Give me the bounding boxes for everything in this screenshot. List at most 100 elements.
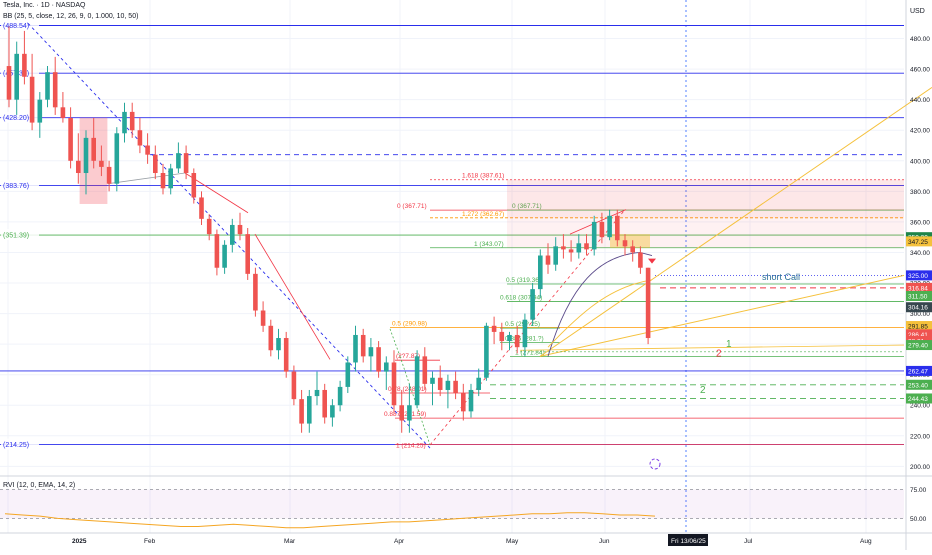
price-tick-label: 480.00 (910, 36, 930, 43)
annotation-marker: 2 (700, 385, 706, 396)
candle-body (206, 218, 212, 235)
candle-body (453, 380, 458, 394)
candle-body (183, 153, 189, 174)
level-label: (428.20) (3, 115, 29, 122)
candle-body (553, 246, 558, 265)
moving-average (547, 252, 653, 357)
level-label: (214.25) (3, 442, 29, 449)
price-tick-label: 340.00 (910, 250, 930, 257)
candle-body (607, 215, 612, 238)
candle-body (376, 347, 381, 372)
price-tick-label: 300.00 (910, 311, 930, 318)
moving-average-yellow (547, 279, 653, 348)
yellow-zone (610, 234, 650, 248)
candle-body (160, 173, 166, 189)
candle-body (522, 319, 528, 348)
price-badge-label: 316.84 (908, 285, 928, 292)
candle-body (283, 338, 289, 372)
price-tick-label: 440.00 (910, 97, 930, 104)
level-label-bg (1, 19, 39, 31)
fib-label: 0.5 (29?.25) (505, 321, 540, 328)
price-badge-label: 286.41 (908, 332, 928, 339)
candle-body (530, 289, 535, 320)
candle-body (76, 160, 81, 174)
price-badge-label: 279.40 (908, 343, 928, 350)
candle-body (37, 99, 43, 123)
price-tick-label: 200.00 (910, 464, 930, 471)
price-tick-label: 380.00 (910, 189, 930, 196)
time-tick-label: Apr (394, 538, 405, 545)
candle-body (622, 240, 628, 247)
candle-body (299, 399, 304, 424)
candle-body (22, 53, 27, 77)
candle-body (253, 273, 258, 311)
candle-body (514, 334, 520, 348)
candle-body (245, 234, 250, 274)
price-badge (906, 379, 932, 390)
price-badge-label: 291.85 (908, 324, 928, 331)
level-label: (383.76) (3, 183, 29, 190)
candle-body (384, 362, 389, 372)
rvi-band (0, 489, 904, 519)
candle-body (353, 334, 358, 363)
candle-body (430, 377, 435, 384)
candle-body (145, 145, 150, 155)
crosshair-date-label: Fri 13/06/25 (671, 538, 706, 545)
level-label-bg (1, 438, 39, 450)
level-label-bg (1, 229, 39, 241)
candle-body (122, 111, 127, 134)
price-badge-label: 262.47 (908, 368, 928, 375)
candle-body (168, 168, 173, 189)
fib-label: 0.78 (248.01) (388, 386, 427, 393)
candle-body (437, 377, 443, 390)
yellow-trend-line-2 (539, 274, 905, 357)
down-arrow-icon (648, 258, 656, 264)
candle-body (645, 267, 651, 339)
chart-title: Tesla, Inc. · 1D · NASDAQ (3, 2, 86, 9)
candle-body (584, 243, 589, 250)
candle-body (391, 362, 397, 406)
candle-body (476, 377, 481, 390)
price-badge-label: 253.40 (908, 382, 928, 389)
candle-body (191, 173, 197, 198)
candle-body (499, 331, 505, 342)
candle-body (137, 130, 143, 146)
rvi-line (4, 512, 656, 529)
fib-label: 1 (343.07) (474, 241, 504, 248)
candle-body (599, 221, 605, 238)
candle-body (461, 393, 466, 412)
price-badge (906, 302, 932, 313)
candle-body (630, 246, 635, 253)
price-badge (906, 365, 932, 376)
candle-body (83, 137, 89, 174)
candle-body (222, 244, 227, 268)
candle-body (60, 107, 66, 119)
fib-label: 1.272 (362.67) (462, 211, 504, 218)
price-badge-label: 311.50 (908, 294, 928, 301)
time-tick-label: Aug (860, 538, 872, 545)
candle-body (29, 76, 35, 123)
level-label: (488.54) (3, 23, 29, 30)
price-badge-label: 304.16 (908, 305, 928, 312)
price-badge (906, 329, 932, 340)
crosshair-date-bg (668, 534, 708, 546)
fib-label: 0.5 (290.98) (392, 320, 427, 327)
fib-label: 1 (214.25) (396, 443, 426, 450)
candle-body (314, 389, 320, 397)
price-tick-label: 400.00 (910, 158, 930, 165)
pattern-line (389, 328, 401, 357)
fib-label: 0 (367.71) (397, 203, 427, 210)
price-badge-label: 347.25 (908, 239, 928, 246)
candle-body (260, 310, 266, 326)
replay-icon[interactable] (649, 458, 661, 470)
candle-body (91, 137, 96, 161)
fib-label: 1.618 (387.61) (462, 173, 504, 180)
candle-body (591, 221, 597, 250)
candle-body (468, 389, 474, 412)
time-tick-label: 2025 (72, 538, 87, 545)
candle-body (368, 347, 374, 357)
price-badge (906, 291, 932, 302)
candle-body (14, 53, 19, 100)
